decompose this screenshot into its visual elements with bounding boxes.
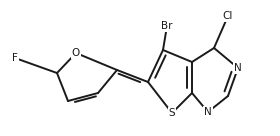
Text: S: S (169, 108, 175, 118)
Text: N: N (234, 63, 242, 73)
Text: O: O (72, 48, 80, 58)
Text: Br: Br (161, 21, 173, 31)
Text: N: N (204, 107, 212, 117)
Text: F: F (12, 53, 18, 63)
Text: Cl: Cl (223, 11, 233, 21)
